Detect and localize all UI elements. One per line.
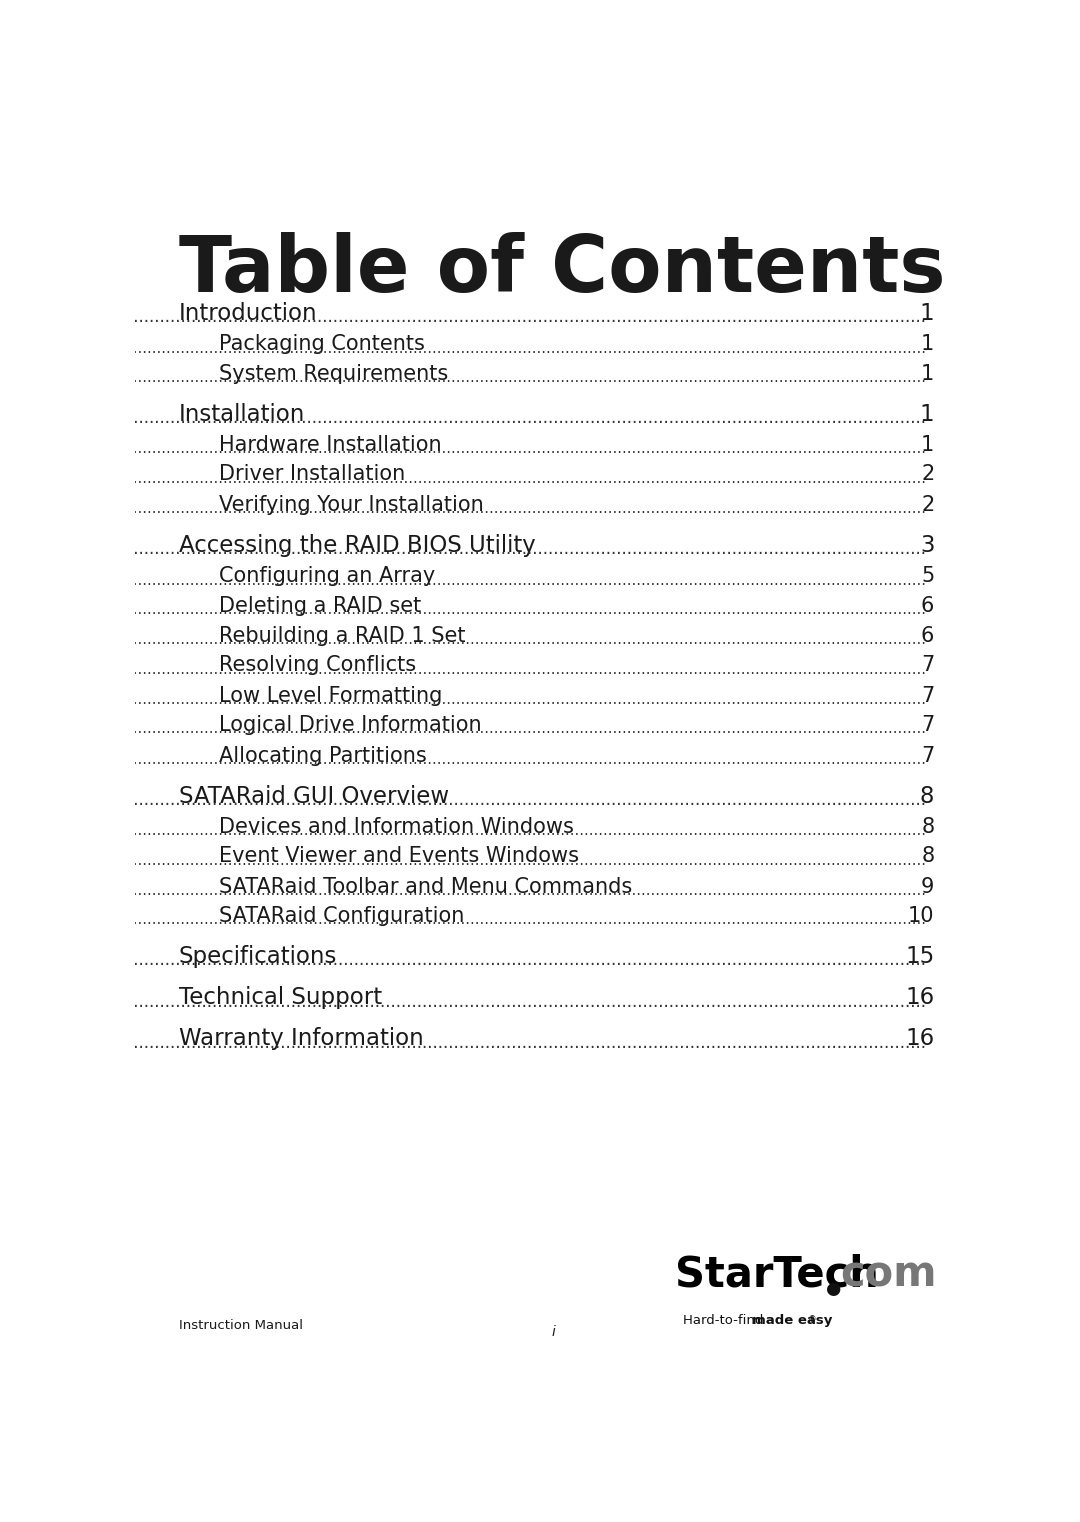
Text: i: i	[552, 1324, 555, 1339]
Text: Logical Drive Information: Logical Drive Information	[218, 715, 482, 735]
Text: 3: 3	[920, 534, 934, 557]
Text: Packaging Contents: Packaging Contents	[218, 335, 424, 355]
Text: ................................................................................: ........................................…	[0, 752, 926, 767]
Text: SATARaid Toolbar and Menu Commands: SATARaid Toolbar and Menu Commands	[218, 877, 632, 896]
Text: Accessing the RAID BIOS Utility: Accessing the RAID BIOS Utility	[178, 534, 536, 557]
Text: 16: 16	[905, 986, 934, 1009]
Text: ................................................................................: ........................................…	[0, 632, 926, 647]
Text: ................................................................................: ........................................…	[0, 662, 926, 677]
Text: Resolving Conflicts: Resolving Conflicts	[218, 656, 416, 676]
Text: 6: 6	[921, 595, 934, 615]
Text: Configuring an Array: Configuring an Array	[218, 566, 435, 586]
Text: Introduction: Introduction	[178, 301, 318, 324]
Text: 1: 1	[921, 364, 934, 384]
Text: 9: 9	[921, 877, 934, 896]
Text: 1: 1	[920, 301, 934, 324]
Text: 8: 8	[921, 846, 934, 866]
Text: ................................................................................: ........................................…	[0, 823, 926, 839]
Text: ................................................................................: ........................................…	[0, 470, 926, 486]
Text: 15: 15	[905, 945, 934, 968]
Text: ................................................................................: ........................................…	[0, 409, 926, 426]
Text: 7: 7	[921, 746, 934, 766]
Text: ................................................................................: ........................................…	[0, 307, 926, 326]
Text: ................................................................................: ........................................…	[0, 501, 926, 516]
Text: System Requirements: System Requirements	[218, 364, 448, 384]
Text: StarTech: StarTech	[675, 1254, 879, 1295]
Text: ................................................................................: ........................................…	[0, 1033, 926, 1052]
Text: ................................................................................: ........................................…	[0, 721, 926, 737]
Text: 1: 1	[920, 402, 934, 426]
Text: 6: 6	[921, 626, 934, 645]
Text: 10: 10	[908, 906, 934, 925]
Text: ................................................................................: ........................................…	[0, 572, 926, 587]
Text: Driver Installation: Driver Installation	[218, 464, 405, 484]
Text: 2: 2	[921, 495, 934, 514]
Text: 1: 1	[921, 435, 934, 455]
Text: ●: ●	[826, 1280, 841, 1298]
Text: ................................................................................: ........................................…	[0, 540, 926, 559]
Text: Rebuilding a RAID 1 Set: Rebuilding a RAID 1 Set	[218, 626, 465, 645]
Text: 5: 5	[921, 566, 934, 586]
Text: Technical Support: Technical Support	[178, 986, 381, 1009]
Text: Specifications: Specifications	[178, 945, 337, 968]
Text: made easy: made easy	[753, 1313, 833, 1327]
Text: 8: 8	[921, 817, 934, 837]
Text: ................................................................................: ........................................…	[0, 791, 926, 808]
Text: ................................................................................: ........................................…	[0, 693, 926, 708]
Text: Allocating Partitions: Allocating Partitions	[218, 746, 427, 766]
Text: Table of Contents: Table of Contents	[178, 231, 945, 307]
Text: Instruction Manual: Instruction Manual	[178, 1318, 302, 1332]
Text: 7: 7	[921, 686, 934, 706]
Text: 7: 7	[921, 656, 934, 676]
Text: ................................................................................: ........................................…	[0, 883, 926, 898]
Text: ................................................................................: ........................................…	[0, 370, 926, 385]
Text: Hard-to-find: Hard-to-find	[684, 1313, 768, 1327]
Text: Devices and Information Windows: Devices and Information Windows	[218, 817, 573, 837]
Text: ................................................................................: ........................................…	[0, 913, 926, 927]
Text: ................................................................................: ........................................…	[0, 852, 926, 868]
Text: 16: 16	[905, 1027, 934, 1050]
Text: Hardware Installation: Hardware Installation	[218, 435, 442, 455]
Text: Event Viewer and Events Windows: Event Viewer and Events Windows	[218, 846, 579, 866]
Text: ................................................................................: ........................................…	[0, 601, 926, 616]
Text: Installation: Installation	[178, 402, 305, 426]
Text: Low Level Formatting: Low Level Formatting	[218, 686, 442, 706]
Text: Deleting a RAID set: Deleting a RAID set	[218, 595, 421, 615]
Text: ................................................................................: ........................................…	[0, 992, 926, 1011]
Text: ................................................................................: ........................................…	[0, 441, 926, 457]
Text: SATARaid GUI Overview: SATARaid GUI Overview	[178, 785, 448, 808]
Text: ................................................................................: ........................................…	[0, 341, 926, 356]
Text: Warranty Information: Warranty Information	[178, 1027, 423, 1050]
Text: ®: ®	[808, 1315, 816, 1324]
Text: 2: 2	[921, 464, 934, 484]
Text: 7: 7	[921, 715, 934, 735]
Text: ................................................................................: ........................................…	[0, 951, 926, 970]
Text: Verifying Your Installation: Verifying Your Installation	[218, 495, 484, 514]
Text: 8: 8	[920, 785, 934, 808]
Text: com: com	[840, 1254, 936, 1295]
Text: 1: 1	[921, 335, 934, 355]
Text: SATARaid Configuration: SATARaid Configuration	[218, 906, 464, 925]
